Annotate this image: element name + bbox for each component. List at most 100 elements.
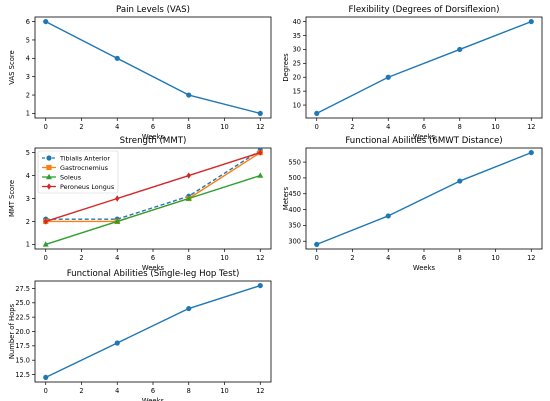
- data-point: [186, 305, 192, 312]
- y-tick-label: 27.5: [15, 285, 30, 293]
- x-tick-label: 8: [458, 123, 462, 131]
- data-point: [314, 241, 320, 248]
- y-tick-label: 35: [293, 32, 301, 40]
- series-1: [314, 149, 534, 248]
- x-tick-label: 4: [386, 123, 390, 131]
- x-tick-label: 8: [458, 254, 462, 262]
- data-point: [385, 74, 391, 80]
- x-tick-label: 4: [115, 123, 119, 131]
- x-tick-label: 8: [187, 254, 191, 262]
- x-tick-label: 12: [256, 123, 264, 131]
- data-point: [314, 110, 320, 117]
- series-3: [42, 172, 264, 247]
- x-tick-label: 4: [115, 254, 119, 262]
- axes-frame: [34, 280, 272, 383]
- legend-marker: [46, 183, 52, 190]
- data-point: [528, 18, 534, 25]
- legend-label: Gastrocnemius: [60, 164, 109, 172]
- y-axis-label: MMT Score: [8, 180, 16, 217]
- data-point: [257, 282, 263, 289]
- chart-panel-2: Flexibility (Degrees of Dorsiflexion) 0 2 4…: [282, 5, 543, 141]
- x-tick-label: 12: [256, 254, 264, 262]
- y-tick-label: 20: [293, 74, 301, 82]
- y-tick-label: 2: [26, 218, 30, 226]
- data-point: [43, 374, 49, 381]
- x-tick-label: 0: [44, 387, 48, 395]
- y-tick-label: 350: [288, 222, 301, 230]
- data-point: [114, 55, 120, 61]
- y-tick-label: 20.0: [15, 328, 30, 336]
- y-tick-label: 30: [293, 46, 301, 54]
- x-tick-label: 4: [115, 387, 119, 395]
- y-tick-label: 25.0: [15, 299, 30, 307]
- data-point: [114, 340, 120, 346]
- y-tick-label: 3: [26, 195, 30, 203]
- data-point: [42, 241, 49, 247]
- x-axis-label: Weeks: [142, 133, 165, 141]
- y-tick-label: 15: [293, 87, 301, 95]
- x-tick-label: 12: [256, 387, 264, 395]
- y-tick-label: 5: [26, 149, 30, 157]
- x-tick-label: 10: [220, 254, 228, 262]
- x-tick-label: 8: [187, 123, 191, 131]
- y-tick-label: 4: [26, 55, 30, 63]
- y-tick-label: 10: [293, 101, 301, 109]
- data-point: [457, 178, 463, 184]
- y-tick-label: 1: [26, 110, 30, 118]
- y-tick-label: 450: [288, 190, 301, 198]
- y-tick-label: 15.0: [15, 356, 30, 364]
- x-tick-label: 6: [151, 387, 155, 395]
- x-axis-label: Weeks: [413, 133, 436, 141]
- chart-panel-4: Functional Abilities (6MWT Distance) 0 2 4 6…: [282, 136, 543, 272]
- x-tick-label: 6: [422, 123, 426, 131]
- x-tick-label: 2: [350, 123, 354, 131]
- y-tick-label: 500: [288, 174, 301, 182]
- legend-marker: [46, 164, 52, 171]
- y-tick-label: 3: [26, 73, 30, 81]
- series-line: [45, 20, 261, 115]
- data-point: [186, 92, 192, 98]
- x-tick-label: 2: [350, 254, 354, 262]
- series-line: [45, 174, 261, 246]
- data-point: [186, 172, 191, 179]
- x-tick-label: 4: [386, 254, 390, 262]
- legend-marker: [46, 173, 52, 180]
- y-tick-label: 12.5: [15, 371, 30, 379]
- x-tick-label: 10: [491, 123, 499, 131]
- y-tick-label: 1: [26, 241, 30, 249]
- axes-frame: [34, 16, 272, 119]
- data-point: [258, 149, 263, 156]
- series-line: [316, 20, 532, 115]
- x-tick-label: 10: [491, 254, 499, 262]
- series-line: [45, 284, 261, 379]
- y-tick-label: 5: [26, 36, 30, 44]
- x-tick-label: 6: [151, 123, 155, 131]
- chart-panel-5: Functional Abilities (Single-leg Hop Tes…: [8, 269, 272, 401]
- series-4: [43, 149, 263, 225]
- x-tick-label: 2: [79, 254, 83, 262]
- data-point: [115, 195, 120, 202]
- data-point: [457, 46, 463, 53]
- series-line: [45, 149, 261, 220]
- chart-title: Strength (MMT): [120, 136, 187, 146]
- series-1: [43, 18, 263, 117]
- x-tick-label: 2: [79, 387, 83, 395]
- x-tick-label: 10: [220, 387, 228, 395]
- y-tick-label: 2: [26, 91, 30, 99]
- series-line: [45, 151, 261, 223]
- data-point: [528, 149, 534, 156]
- y-tick-label: 4: [26, 172, 30, 180]
- x-tick-label: 6: [151, 254, 155, 262]
- data-point: [257, 110, 263, 117]
- x-axis-label: Weeks: [142, 397, 165, 401]
- y-axis-label: Number of Hops: [8, 303, 16, 359]
- y-tick-label: 400: [288, 206, 301, 214]
- data-point: [114, 218, 121, 224]
- x-tick-label: 10: [220, 123, 228, 131]
- x-tick-label: 12: [527, 254, 535, 262]
- y-tick-label: 300: [288, 238, 301, 246]
- data-point: [43, 218, 48, 225]
- series-line: [316, 151, 532, 246]
